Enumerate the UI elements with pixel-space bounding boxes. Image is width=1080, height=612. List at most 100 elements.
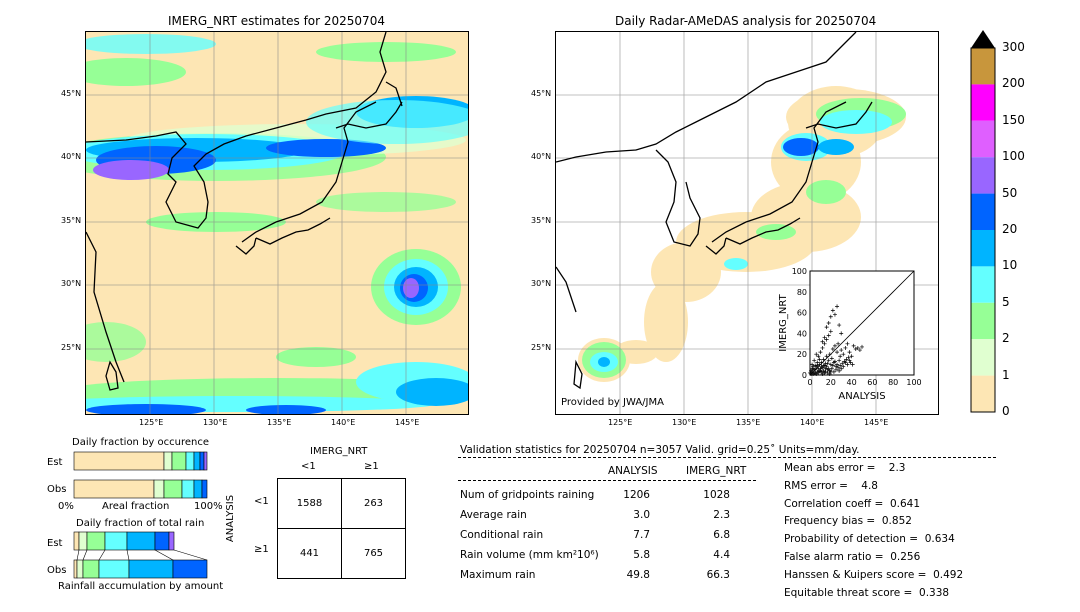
stats-analysis-value: 3.0 <box>633 509 650 521</box>
scatter-point <box>836 365 841 370</box>
scatter-point <box>857 348 862 353</box>
scatter-x-tick: 0 <box>807 378 812 387</box>
stats-table: Num of gridpoints raining 1206 1028 Average… <box>460 485 730 585</box>
scatter-point <box>823 369 828 374</box>
occurrence-x-left: 0% <box>58 501 74 512</box>
scatter-point <box>832 312 837 317</box>
scatter-point <box>808 370 812 375</box>
stats-row: Maximum rain 49.8 66.3 <box>460 565 730 585</box>
right-lon-label: 145°E <box>864 418 889 427</box>
scatter-point <box>837 368 842 373</box>
scatter-plot: 00 20 20 40 40 60 60 80 80 100 100 ANALYSIS IMERG_NR… <box>778 267 922 402</box>
scatter-point <box>827 352 832 357</box>
scatter-point <box>850 362 855 367</box>
left-lat-label: 25°N <box>61 343 82 352</box>
scatter-point <box>828 329 833 334</box>
left-lon-label: 125°E <box>139 418 164 427</box>
contingency-col-title: IMERG_NRT <box>310 446 368 457</box>
scatter-point <box>851 343 856 348</box>
scatter-point <box>819 369 824 374</box>
score-line: Hanssen & Kuipers score = 0.492 <box>784 568 964 581</box>
scatter-point <box>821 368 826 373</box>
scatter-point <box>821 363 826 368</box>
colorbar-tick: 100 <box>1002 149 1025 164</box>
colorbar-segment <box>971 230 995 267</box>
scatter-point <box>826 366 831 371</box>
colorbar-segment <box>971 302 995 340</box>
scatter-point <box>819 360 824 365</box>
scatter-point <box>820 345 825 350</box>
scatter-point <box>829 356 834 361</box>
left-lon-label: 145°E <box>395 418 420 427</box>
stats-row-label: Num of gridpoints raining <box>460 489 595 501</box>
scatter-point <box>840 361 845 366</box>
scatter-point <box>845 362 850 367</box>
colorbar-tick: 200 <box>1002 76 1025 91</box>
scatter-point <box>839 366 844 371</box>
stats-imerg-value: 66.3 <box>706 569 730 581</box>
scatter-point <box>832 343 837 348</box>
scatter-point <box>820 371 825 376</box>
validation-divider <box>458 457 996 458</box>
scatter-xlabel: ANALYSIS <box>838 391 885 402</box>
total-rain-bars <box>73 531 208 579</box>
scatter-point <box>832 359 837 364</box>
stats-analysis-value: 5.8 <box>633 549 650 561</box>
scatter-point <box>835 362 840 367</box>
scatter-point <box>834 367 838 372</box>
right-lat-label: 45°N <box>531 89 552 98</box>
occurrence-x-right: 100% <box>194 501 223 512</box>
scatter-point <box>837 323 842 328</box>
colorbar-segment <box>971 266 995 303</box>
scatter-point <box>817 362 822 367</box>
scatter-point <box>849 354 854 359</box>
stats-imerg-value: 2.3 <box>713 509 730 521</box>
stats-row: Num of gridpoints raining 1206 1028 <box>460 485 730 505</box>
right-lon-label: 140°E <box>800 418 825 427</box>
right-lon-label: 135°E <box>736 418 761 427</box>
stats-header-divider <box>458 480 756 481</box>
total-rain-row-obs: Obs <box>47 565 67 576</box>
scatter-point <box>847 350 852 355</box>
colorbar-tick: 10 <box>1002 258 1018 273</box>
score-line: False alarm ratio = 0.256 <box>784 551 921 563</box>
right-map-title: Daily Radar-AMeDAS analysis for 20250704 <box>615 14 877 28</box>
scatter-point <box>828 362 833 367</box>
colorbar-segment <box>971 48 995 85</box>
scatter-y-tick: 60 <box>797 309 807 318</box>
stats-analysis-value: 1206 <box>623 489 650 501</box>
right-lon-label: 125°E <box>608 418 633 427</box>
scatter-point <box>860 344 864 349</box>
scatter-point <box>830 363 835 368</box>
scatter-point <box>816 354 821 359</box>
scatter-point <box>821 357 826 362</box>
scatter-y-tick: 0 <box>802 371 807 380</box>
scatter-point <box>824 325 829 330</box>
stats-row-label: Conditional rain <box>460 529 544 541</box>
scatter-point <box>811 364 816 369</box>
left-lat-label: 30°N <box>61 279 82 288</box>
scatter-point <box>809 368 814 373</box>
score-line: Probability of detection = 0.634 <box>784 533 955 546</box>
scatter-x-tick: 40 <box>847 378 857 387</box>
stats-imerg-value: 6.8 <box>713 529 730 541</box>
scatter-point <box>825 361 830 366</box>
stats-analysis-value: 7.7 <box>633 529 650 541</box>
colorbar-segment <box>971 375 995 412</box>
scatter-point <box>841 352 846 357</box>
scatter-diagonal <box>809 270 915 376</box>
colorbar-segment <box>971 193 995 230</box>
scatter-point <box>828 369 833 374</box>
scatter-x-tick: 80 <box>888 378 898 387</box>
left-lat-label: 45°N <box>61 89 82 98</box>
scatter-point <box>844 357 849 362</box>
scatter-point <box>813 367 818 372</box>
scatter-point <box>815 363 820 368</box>
contingency-cell: 1588 <box>277 478 342 529</box>
stats-row-label: Maximum rain <box>460 569 536 581</box>
scatter-point <box>835 304 840 309</box>
score-line: Frequency bias = 0.852 <box>784 515 912 528</box>
scatter-point <box>830 347 835 351</box>
scatter-point <box>822 341 827 346</box>
scatter-point <box>817 357 822 362</box>
